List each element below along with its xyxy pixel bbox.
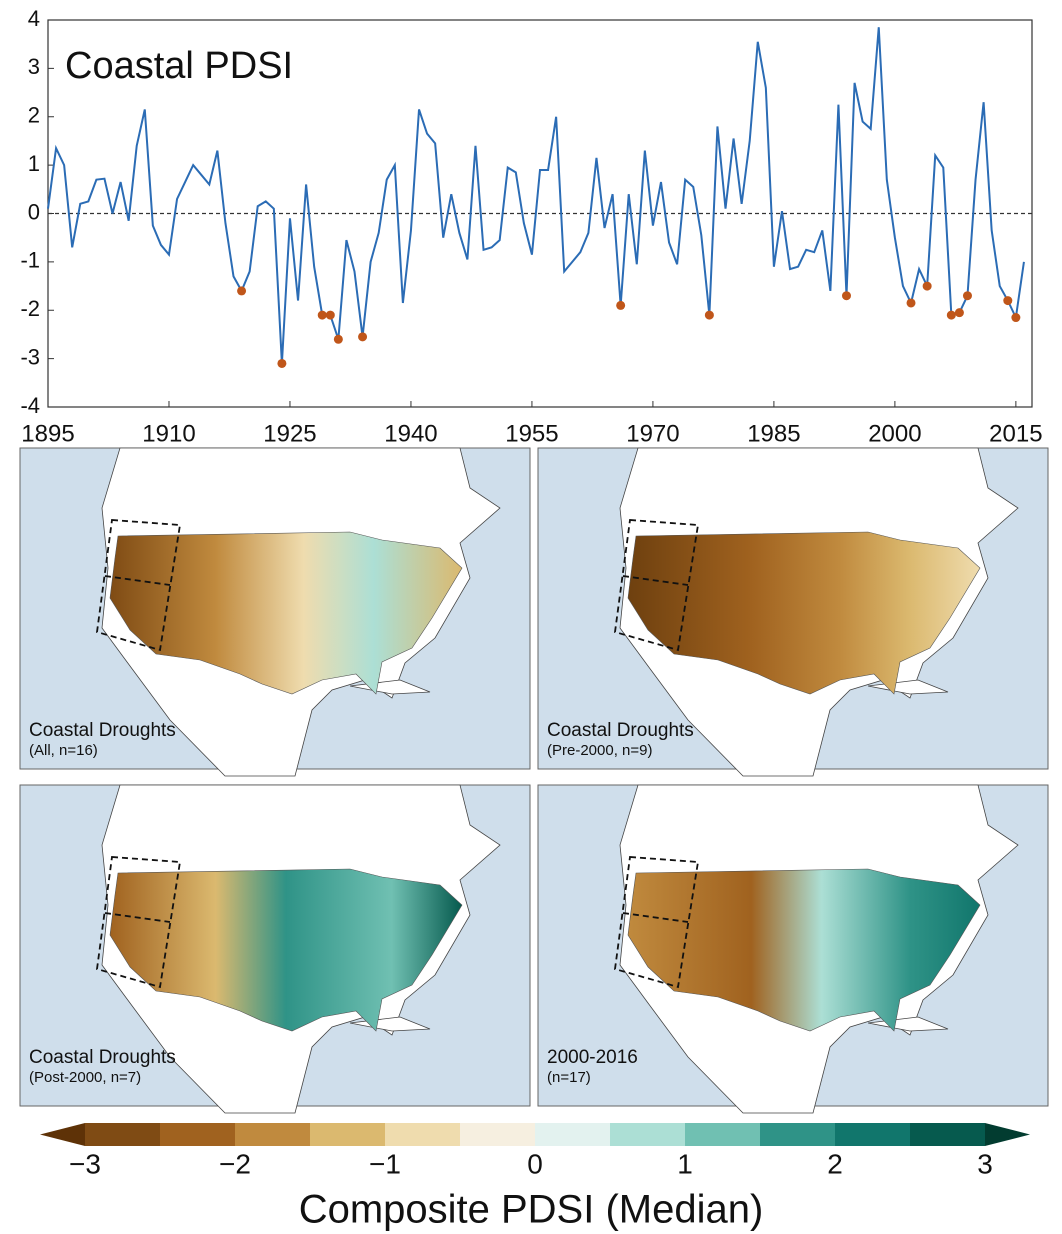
island [867, 679, 949, 695]
y-tick-label: -3 [20, 344, 40, 369]
map-title: Coastal Droughts [29, 1047, 176, 1068]
colorbar-under [40, 1123, 85, 1146]
x-tick-label: 2000 [868, 420, 921, 447]
colorbar-tick-label: −2 [219, 1148, 251, 1179]
region-box [96, 856, 182, 989]
region-box [614, 519, 700, 652]
map-title: Coastal Droughts [29, 720, 176, 741]
map-panel: 2000-2016(n=17) [537, 784, 1049, 1114]
map-subtitle: (All, n=16) [29, 742, 98, 759]
colorbar-segment [835, 1123, 910, 1146]
colorbar-tick-label: −3 [69, 1148, 101, 1179]
drought-dot [906, 298, 916, 308]
map-subtitle: (Post-2000, n=7) [29, 1069, 141, 1086]
x-tick-label: 2015 [989, 420, 1042, 447]
y-tick-label: 2 [28, 103, 40, 128]
x-tick-label: 1970 [626, 420, 679, 447]
map-panel: Coastal Droughts(Post-2000, n=7) [19, 784, 531, 1114]
y-tick-label: 4 [28, 6, 40, 31]
colorbar-segment [385, 1123, 460, 1146]
y-tick-label: -4 [20, 393, 40, 418]
colorbar-tick-label: 3 [977, 1148, 993, 1179]
x-tick-label: 1985 [747, 420, 800, 447]
composite-field [109, 868, 463, 1032]
colorbar-tick-label: 1 [677, 1148, 693, 1179]
composite-field [627, 868, 981, 1032]
drought-dot [954, 308, 964, 318]
drought-dot [277, 358, 287, 368]
island [349, 679, 431, 695]
colorbar-segment [235, 1123, 310, 1146]
colorbar-tick-label: 0 [527, 1148, 543, 1179]
island [349, 1016, 431, 1032]
region-box [96, 519, 182, 652]
drought-dot [333, 334, 343, 344]
region-box [614, 856, 700, 989]
colorbar-segment [535, 1123, 610, 1146]
drought-dot [841, 291, 851, 301]
drought-dot [317, 310, 327, 320]
y-tick-label: 3 [28, 54, 40, 79]
drought-dot [962, 291, 972, 301]
map-panel: Coastal Droughts(Pre-2000, n=9) [537, 447, 1049, 777]
drought-dot [237, 286, 247, 296]
map-subtitle: (Pre-2000, n=9) [547, 742, 652, 759]
y-tick-label: -2 [20, 296, 40, 321]
map-title: Coastal Droughts [547, 720, 694, 741]
map-subtitle: (n=17) [547, 1069, 591, 1086]
map-title: 2000-2016 [547, 1047, 638, 1068]
x-tick-label: 1895 [21, 420, 74, 447]
composite-field [627, 531, 981, 695]
colorbar-label: Composite PDSI (Median) [299, 1188, 764, 1232]
colorbar-tick-label: 2 [827, 1148, 843, 1179]
x-tick-label: 1925 [263, 420, 316, 447]
drought-dot [1003, 296, 1013, 306]
colorbar-segment [160, 1123, 235, 1146]
x-tick-label: 1910 [142, 420, 195, 447]
composite-field [109, 531, 463, 695]
colorbar-segment [760, 1123, 835, 1146]
drought-dot [946, 310, 956, 320]
map-panel: Coastal Droughts(All, n=16) [19, 447, 531, 777]
colorbar-segment [85, 1123, 160, 1146]
colorbar-segment [460, 1123, 535, 1146]
island [867, 1016, 949, 1032]
drought-dot [358, 332, 368, 342]
drought-dot [616, 300, 626, 310]
colorbar-segment [910, 1123, 985, 1146]
colorbar-segment [685, 1123, 760, 1146]
x-tick-label: 1955 [505, 420, 558, 447]
drought-dot [922, 281, 932, 291]
colorbar-segment [610, 1123, 685, 1146]
drought-dot [325, 310, 335, 320]
drought-dot [704, 310, 714, 320]
x-tick-label: 1940 [384, 420, 437, 447]
y-tick-label: 0 [28, 199, 40, 224]
y-tick-label: 1 [28, 151, 40, 176]
data-line [47, 27, 1025, 364]
colorbar-over [985, 1123, 1030, 1146]
colorbar-segment [310, 1123, 385, 1146]
drought-dot [1011, 313, 1021, 323]
colorbar-tick-label: −1 [369, 1148, 401, 1179]
chart-title: Coastal PDSI [65, 45, 293, 87]
y-tick-label: -1 [20, 248, 40, 273]
